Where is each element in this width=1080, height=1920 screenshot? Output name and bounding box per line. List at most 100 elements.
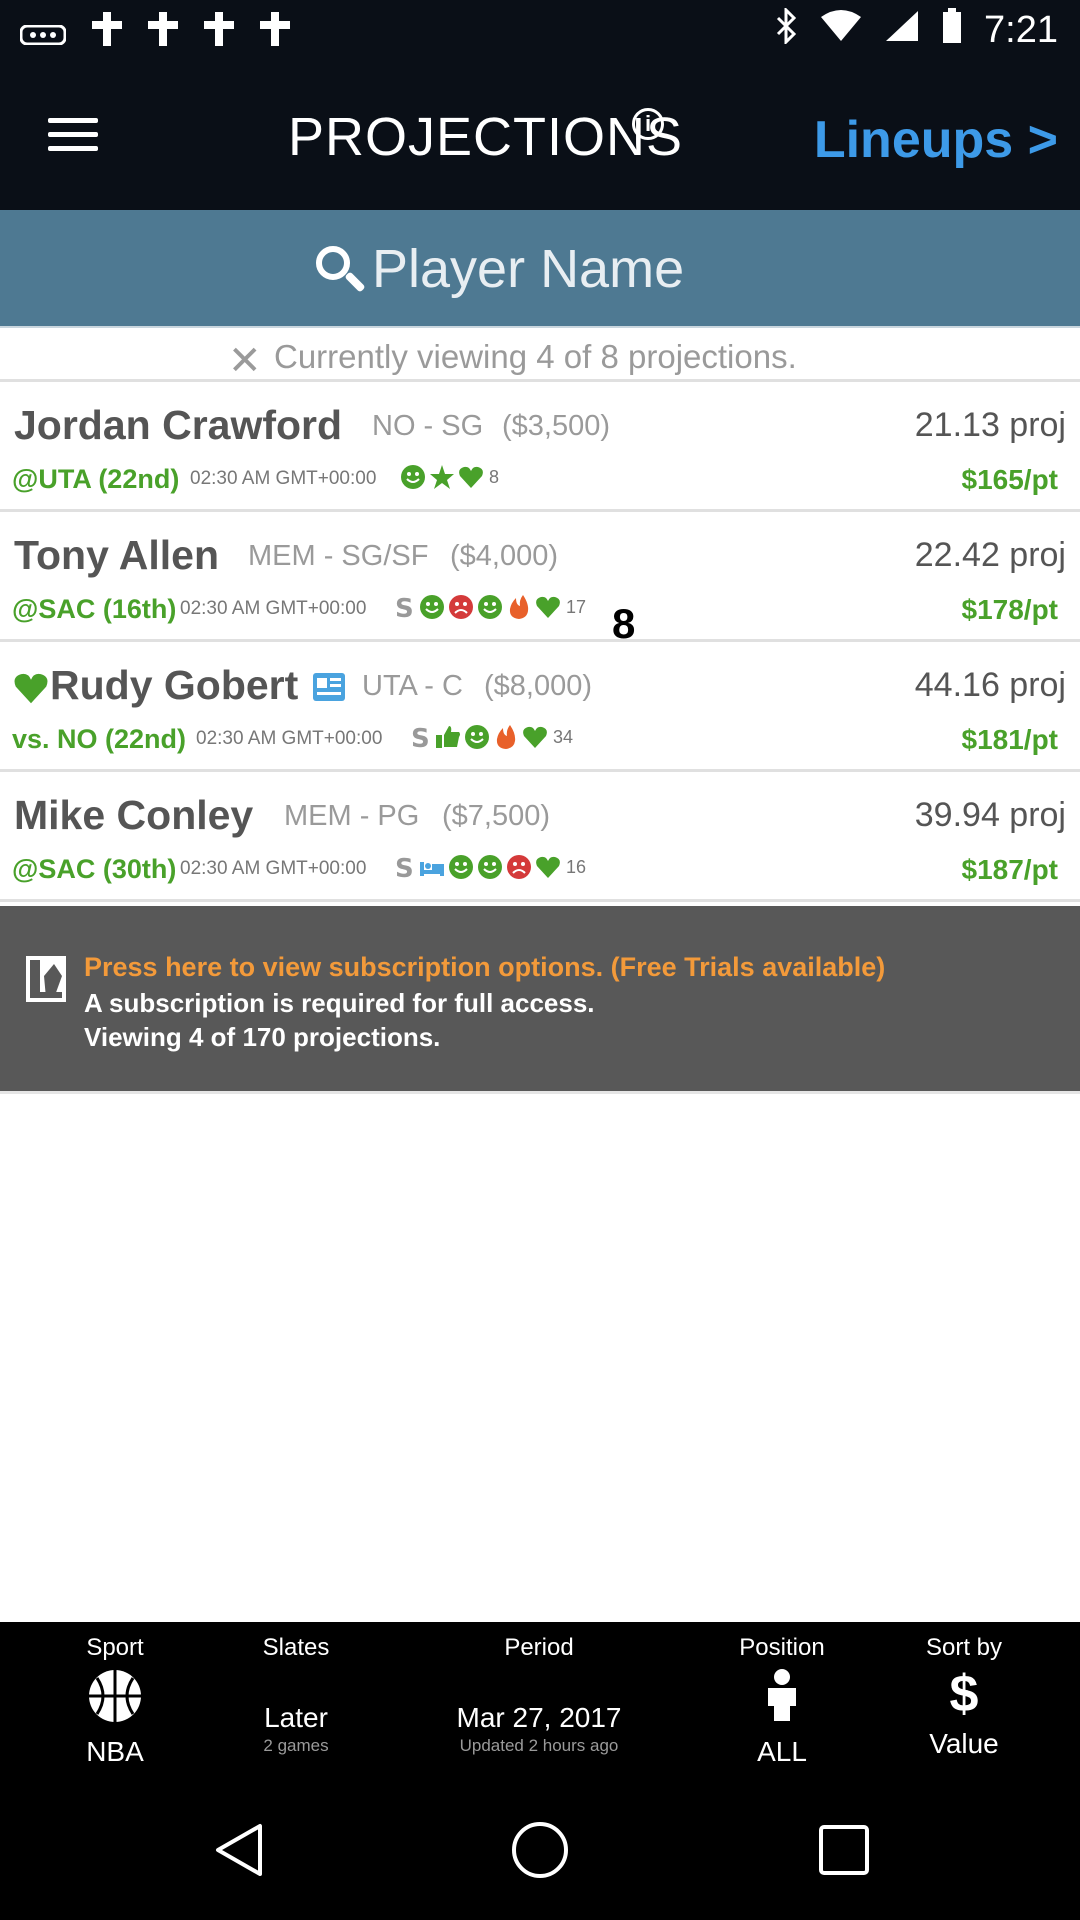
app-bar: PROJECTIONS i Lineups >: [0, 64, 1080, 210]
smile-icon: [478, 595, 502, 619]
search-bar: [0, 210, 1080, 328]
price-per-point: $181/pt: [961, 724, 1059, 755]
position-label: Position: [739, 1634, 825, 1661]
period-filter[interactable]: Period Mar 27, 2017 Updated 2 hours ago: [414, 1622, 664, 1756]
game-time: 02:30 AM GMT+00:00: [180, 598, 367, 619]
page-title: PROJECTIONS: [288, 107, 684, 167]
subscription-link[interactable]: Press here to view subscription options.…: [84, 952, 886, 982]
status-time: 7:21: [984, 9, 1058, 51]
svg-text:S: S: [395, 594, 414, 620]
news-icon[interactable]: [312, 670, 346, 704]
close-icon[interactable]: ✕: [228, 339, 262, 383]
heart-count: 8: [489, 466, 500, 487]
frown-icon: [449, 595, 473, 619]
navigation-bar: [0, 1782, 1080, 1920]
filter-status-text: Currently viewing 4 of 8 projections.: [274, 338, 797, 375]
thumbs-up-icon: [436, 726, 460, 748]
bed-icon: [420, 862, 444, 876]
signal-icon: [884, 9, 920, 52]
price-per-point: $187/pt: [961, 854, 1059, 885]
dollar-icon: $: [949, 1665, 979, 1723]
player-row[interactable]: Jordan Crawford NO - SG ($3,500) 21.13 p…: [0, 384, 1080, 512]
sort-label: Sort by: [925, 1634, 1003, 1661]
player-row[interactable]: Tony Allen MEM - SG/SF ($4,000) 22.42 pr…: [0, 514, 1080, 642]
projection: 21.13 proj: [914, 406, 1066, 444]
notification-app-icon: [260, 12, 290, 55]
game-time: 02:30 AM GMT+00:00: [180, 858, 367, 879]
svg-text:S: S: [395, 854, 414, 880]
lineups-link[interactable]: Lineups >: [813, 111, 1058, 169]
heart-count: 34: [553, 726, 574, 747]
matchup: @SAC (16th): [12, 594, 177, 624]
projection: 22.42 proj: [914, 536, 1066, 574]
home-icon[interactable]: [510, 1820, 570, 1880]
slates-sub: 2 games: [263, 1736, 329, 1755]
smile-icon: [401, 465, 425, 489]
player-name: Rudy Gobert: [50, 662, 299, 708]
fire-icon: [496, 725, 516, 749]
basketball-icon: [89, 1670, 141, 1722]
dollar-s-icon: S: [395, 854, 414, 880]
sport-value: NBA: [86, 1736, 144, 1767]
menu-icon[interactable]: [48, 118, 98, 154]
notification-app-icon: [148, 12, 178, 55]
dollar-s-icon: S: [395, 594, 414, 620]
team-position: UTA - C: [362, 670, 463, 702]
player-name: Mike Conley: [14, 792, 254, 838]
player-name: Tony Allen: [14, 532, 219, 578]
game-time: 02:30 AM GMT+00:00: [196, 728, 383, 749]
sort-value: Value: [929, 1728, 999, 1759]
slates-label: Slates: [262, 1634, 330, 1661]
player-name: Jordan Crawford: [14, 402, 343, 448]
period-label: Period: [504, 1634, 574, 1661]
filter-bar: Sport NBA Slates Later 2 games Period Ma…: [0, 1622, 1080, 1782]
smile-icon: [478, 855, 502, 879]
team-position: MEM - SG/SF: [248, 540, 429, 572]
heart-count: 17: [566, 596, 587, 617]
slates-value: Later: [264, 1702, 328, 1733]
notification-app-icon: [204, 12, 234, 55]
sort-filter[interactable]: Sort by $ Value: [874, 1622, 1054, 1760]
player-row[interactable]: Mike Conley MEM - PG ($7,500) 39.94 proj…: [0, 774, 1080, 902]
fire-icon: [509, 595, 529, 619]
salary: ($7,500): [442, 800, 551, 832]
heart-icon: [459, 466, 483, 488]
star-icon: [430, 465, 454, 489]
salary: ($3,500): [502, 410, 611, 442]
notification-app-icon: [92, 12, 122, 55]
game-time: 02:30 AM GMT+00:00: [190, 468, 377, 489]
subscription-banner[interactable]: Press here to view subscription options.…: [0, 906, 1080, 1094]
bluetooth-icon: [776, 6, 798, 53]
heart-icon: [536, 856, 560, 878]
recents-icon[interactable]: [818, 1824, 870, 1876]
search-input[interactable]: [372, 238, 932, 300]
salary: ($8,000): [484, 670, 593, 702]
wifi-icon: [820, 9, 862, 52]
person-icon: [768, 1669, 796, 1721]
matchup: vs. NO (22nd): [12, 724, 187, 754]
favorite-heart-icon[interactable]: [12, 670, 50, 706]
matchup: @UTA (22nd): [12, 464, 180, 494]
subscription-count: Viewing 4 of 170 projections.: [84, 1022, 441, 1052]
heart-icon: [536, 596, 560, 618]
info-icon[interactable]: i: [632, 108, 664, 140]
price-per-point: $178/pt: [961, 594, 1059, 625]
filter-status: ✕ Currently viewing 4 of 8 projections.: [0, 330, 1080, 383]
heart-icon: [523, 726, 547, 748]
price-per-point: $165/pt: [961, 464, 1059, 495]
player-row[interactable]: Rudy Gobert UTA - C ($8,000) 44.16 proj …: [0, 644, 1080, 772]
overlay-digit: 8: [612, 600, 636, 647]
position-filter[interactable]: Position ALL: [692, 1622, 872, 1768]
sport-filter[interactable]: Sport NBA: [25, 1622, 205, 1768]
status-bar: 7:21: [0, 0, 1080, 64]
dollar-s-icon: S: [411, 724, 430, 750]
smile-icon: [465, 725, 489, 749]
sport-label: Sport: [86, 1634, 144, 1661]
position-value: ALL: [757, 1736, 807, 1767]
slates-filter[interactable]: Slates Later 2 games: [206, 1622, 386, 1756]
back-icon[interactable]: [212, 1822, 264, 1878]
projection: 44.16 proj: [914, 666, 1066, 704]
salary: ($4,000): [450, 540, 559, 572]
projection: 39.94 proj: [914, 796, 1066, 834]
svg-text:S: S: [411, 724, 430, 750]
